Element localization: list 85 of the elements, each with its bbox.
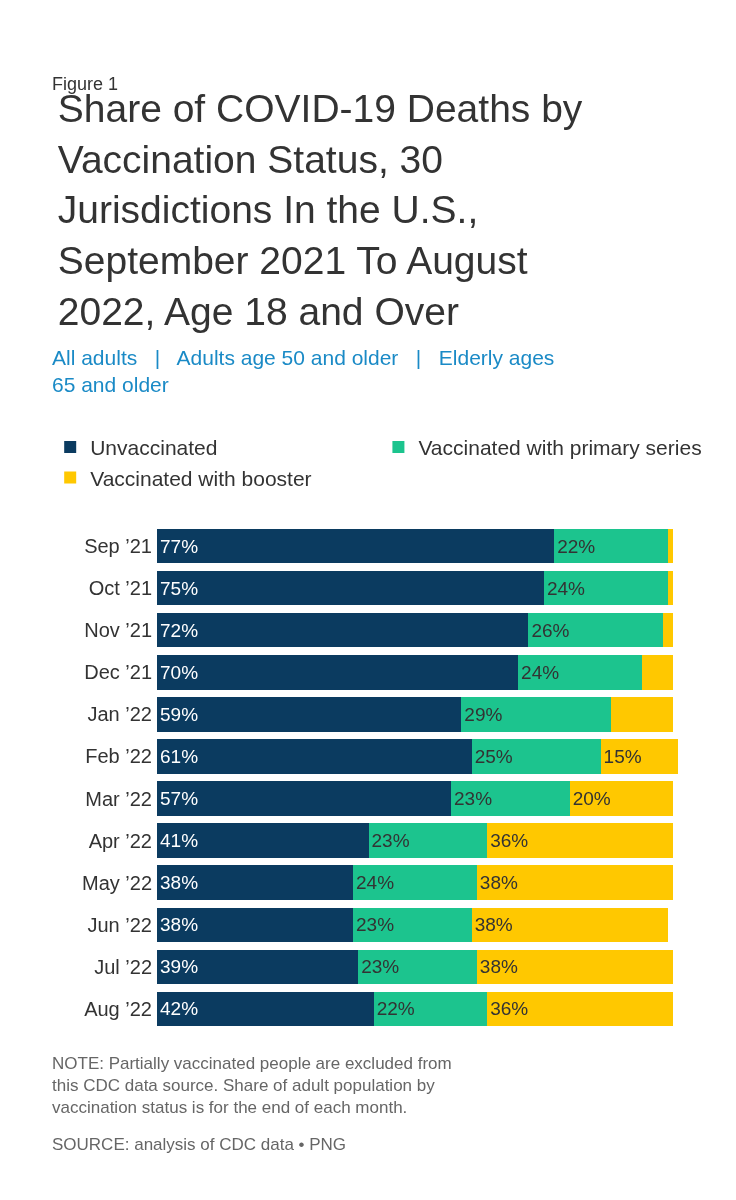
- bar: [518, 655, 642, 690]
- y-tick-label: Apr ’22: [88, 829, 152, 852]
- y-tick-label: Jan ’22: [87, 703, 152, 726]
- bar: [157, 991, 374, 1027]
- data-label: 24%: [546, 577, 586, 599]
- data-label: 38%: [160, 872, 199, 894]
- data-label: 38%: [479, 872, 518, 894]
- bar: [487, 991, 673, 1027]
- data-label: 23%: [371, 830, 410, 852]
- bar: [157, 865, 354, 900]
- data-label: 24%: [356, 872, 395, 894]
- data-label: 38%: [474, 914, 513, 936]
- bar: [157, 528, 555, 564]
- bar: [451, 781, 570, 816]
- bar: [667, 528, 673, 564]
- bar: [353, 907, 472, 943]
- y-tick-label: Oct ’21: [88, 577, 152, 600]
- data-label: 26%: [531, 619, 570, 641]
- data-label: 70%: [160, 661, 199, 683]
- data-label: 75%: [160, 577, 199, 599]
- legend-label: Unvaccinated: [90, 436, 218, 460]
- bar: [487, 823, 673, 858]
- data-label: 36%: [490, 830, 529, 852]
- data-label: 23%: [361, 956, 400, 978]
- bar: [157, 739, 472, 774]
- bar: [461, 697, 611, 732]
- data-label: 23%: [356, 914, 395, 936]
- y-tick-label: May ’22: [81, 871, 152, 894]
- data-label: 77%: [160, 535, 199, 557]
- bar: [662, 612, 673, 648]
- data-label: 29%: [464, 703, 503, 725]
- bar: [528, 612, 663, 648]
- data-label: 59%: [160, 703, 199, 725]
- bar: [157, 823, 369, 858]
- data-label: 20%: [572, 788, 611, 810]
- text: NOTE: Partially vaccinated people are excluded from this CDC data source. Share of adult population by vaccination status is for the end of each month.: [52, 1054, 452, 1118]
- data-label: 38%: [160, 914, 199, 936]
- bar: [157, 655, 519, 690]
- data-label: 23%: [454, 788, 493, 810]
- bar: [157, 570, 544, 606]
- y-tick-label: Sep ’21: [84, 535, 152, 558]
- bar: [157, 781, 452, 816]
- data-label: 42%: [160, 998, 199, 1020]
- data-label: 72%: [160, 619, 199, 641]
- bar: [600, 739, 678, 774]
- legend-label: Vaccinated with booster: [90, 466, 312, 490]
- data-label: 41%: [160, 830, 199, 852]
- y-tick-label: Mar ’22: [85, 787, 152, 810]
- bar: [667, 570, 673, 606]
- bar: [368, 823, 488, 858]
- data-label: 22%: [376, 998, 415, 1020]
- data-label: 38%: [479, 956, 518, 978]
- bar: [157, 907, 354, 943]
- data-label: 61%: [160, 745, 199, 767]
- text: All adults | Adults age 50 and older | Elderly ages 65 and older: [52, 346, 555, 397]
- bar: [554, 528, 668, 564]
- bar: [610, 697, 673, 732]
- legend-label: Vaccinated with primary series: [418, 436, 702, 460]
- y-tick-label: Nov ’21: [84, 619, 152, 642]
- y-tick-label: Jul ’22: [94, 955, 152, 978]
- bar: [476, 949, 673, 985]
- bar: [358, 949, 477, 985]
- y-tick-label: Jun ’22: [87, 913, 152, 936]
- bar: [157, 697, 462, 732]
- y-tick-label: Aug ’22: [84, 997, 152, 1020]
- data-label: 57%: [160, 788, 199, 810]
- y-tick-label: Feb ’22: [85, 745, 152, 768]
- bar: [471, 739, 601, 774]
- data-label: 39%: [160, 956, 199, 978]
- bar: [157, 612, 529, 648]
- data-label: 36%: [490, 998, 529, 1020]
- bar: [569, 781, 673, 816]
- data-label: 24%: [521, 661, 560, 683]
- source-note: SOURCE: analysis of CDC data • PNG: [52, 1135, 347, 1154]
- data-label: 15%: [603, 745, 642, 767]
- bar: [353, 865, 477, 900]
- bar: [471, 907, 668, 943]
- bar: [641, 655, 673, 690]
- bar: [157, 949, 359, 985]
- y-tick-label: Dec ’21: [84, 661, 152, 684]
- bar: [543, 570, 668, 606]
- data-label: 25%: [474, 745, 513, 767]
- bar: [373, 991, 488, 1027]
- bar: [476, 865, 673, 900]
- data-label: 22%: [557, 535, 596, 557]
